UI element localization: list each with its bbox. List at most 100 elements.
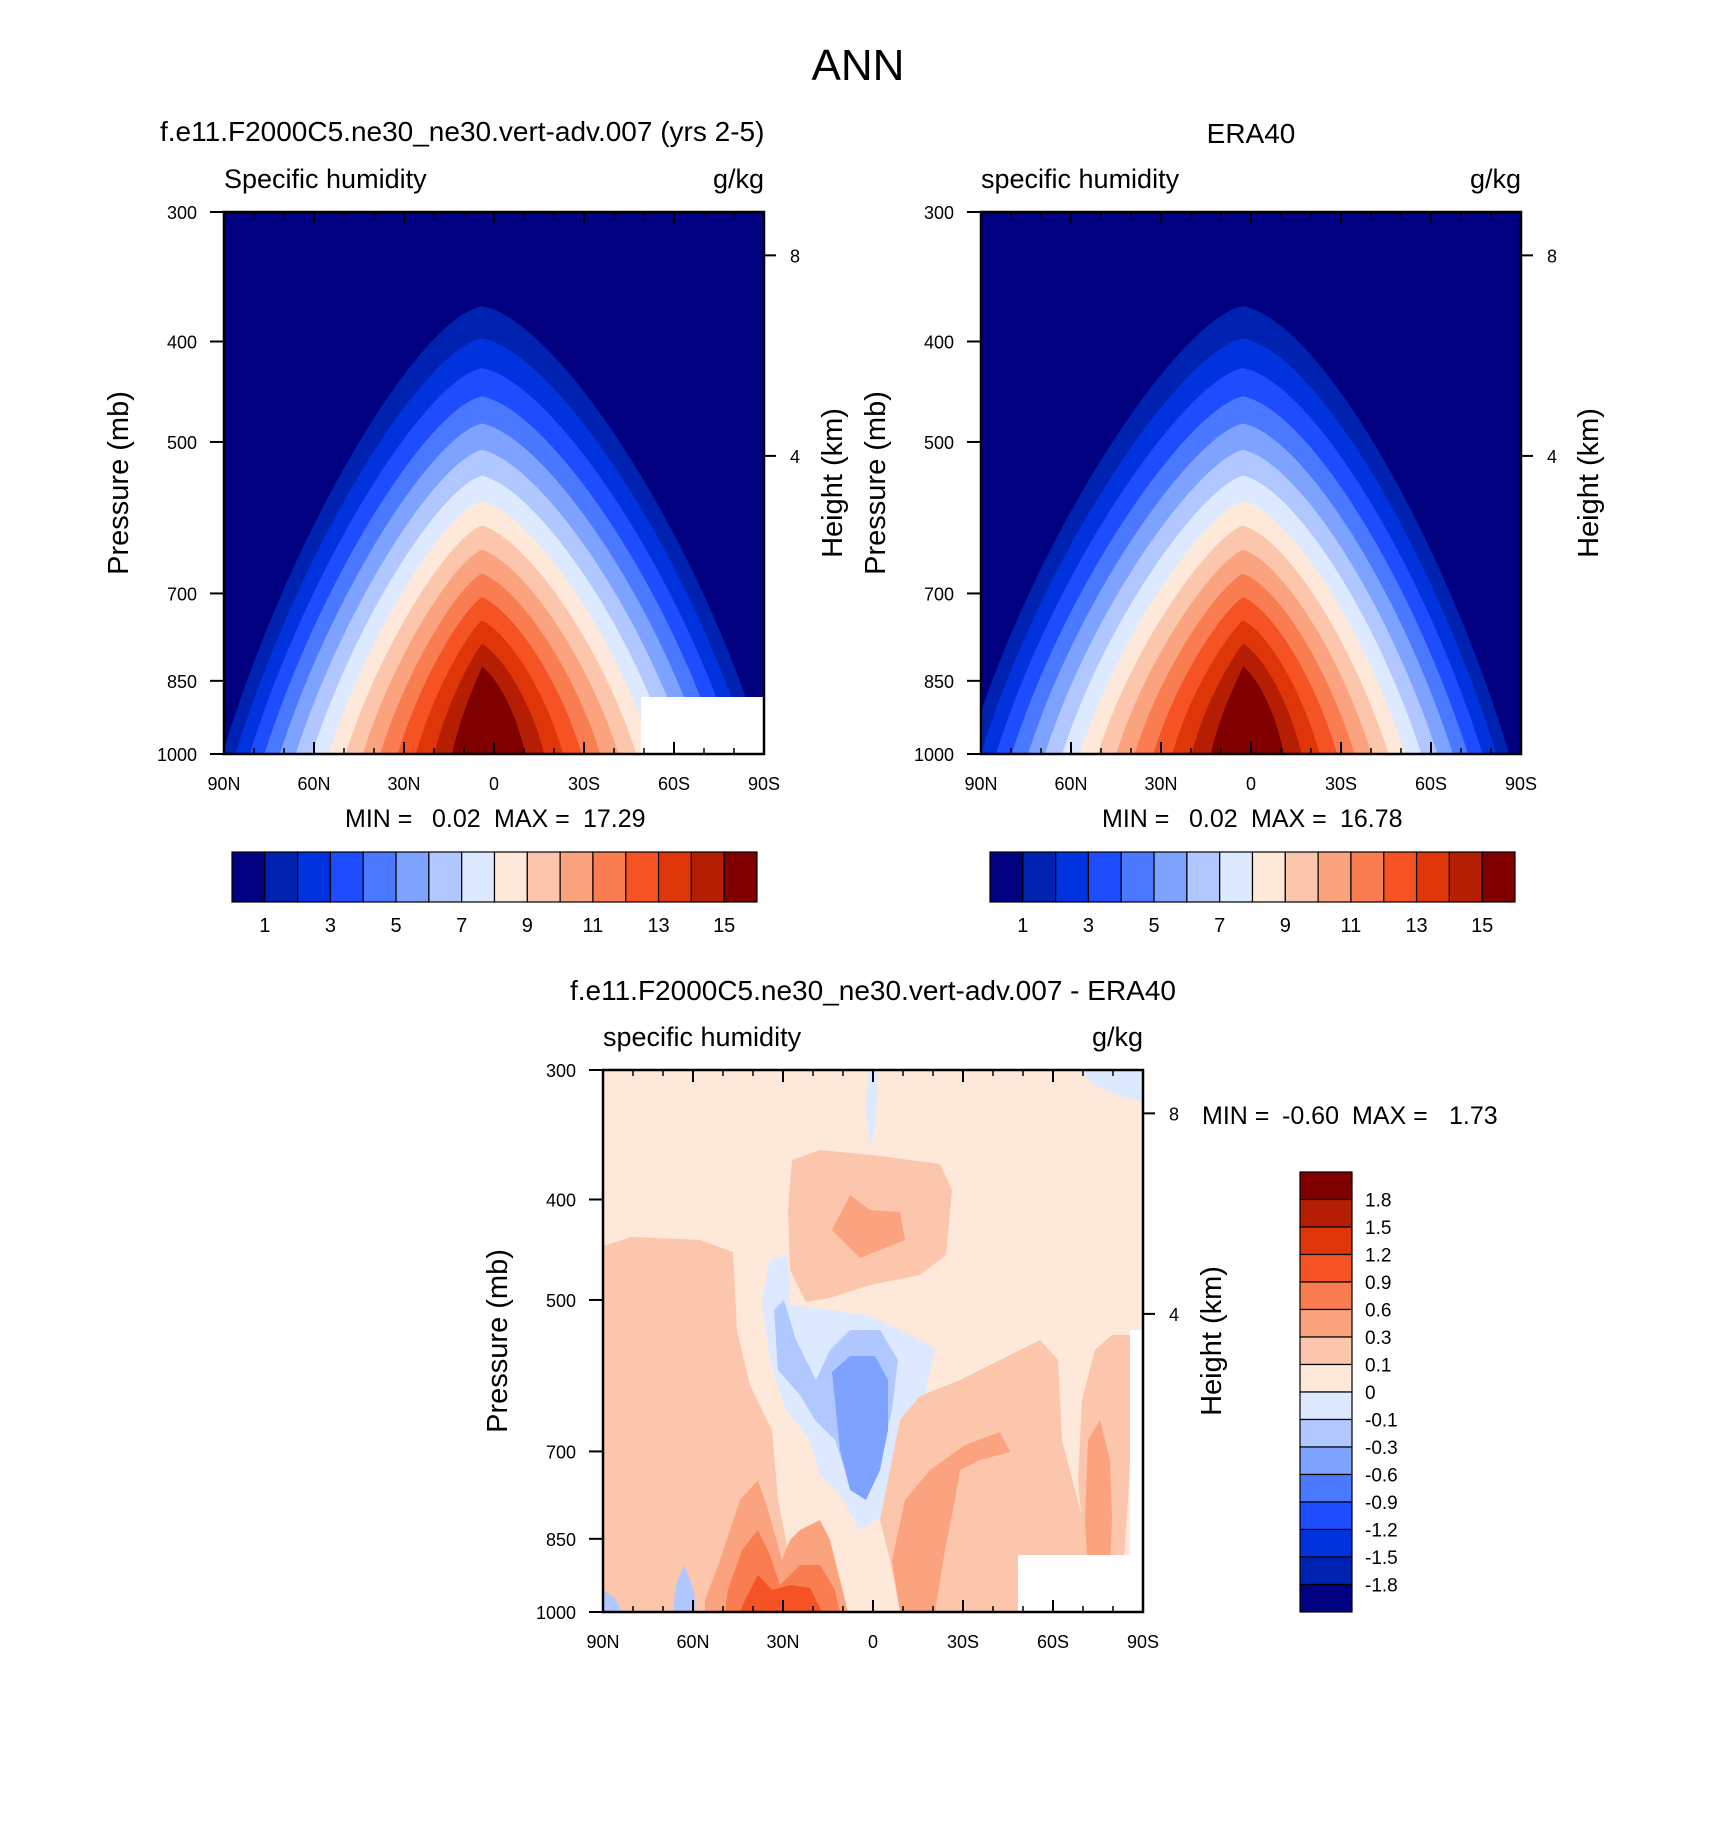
panel-model-colorbar: 1 3 5 7 9 11 13 15 xyxy=(231,851,758,937)
colorbar-box xyxy=(1299,1391,1353,1421)
y-tick-label: 500 xyxy=(167,433,197,453)
diff-negative-core xyxy=(832,1356,888,1500)
x-tick-label: 0 xyxy=(489,774,499,794)
colorbar-box xyxy=(461,851,496,903)
colorbar-box xyxy=(1383,851,1418,903)
colorbar-box xyxy=(1299,1281,1353,1311)
x-tick-label: 90S xyxy=(748,774,780,794)
panel-difference-max-label: MAX = xyxy=(1352,1102,1428,1130)
x-tick-label: 90N xyxy=(964,774,997,794)
panel-difference: f.e11.F2000C5.ne30_ne30.vert-adv.007 - E… xyxy=(482,975,1498,1652)
x-tick-label: 60N xyxy=(1054,774,1087,794)
x-tick-label: 30S xyxy=(1325,774,1357,794)
colorbar-label: 9 xyxy=(522,915,533,937)
diff-positive-surface-core xyxy=(740,1575,822,1612)
height-tick-label: 8 xyxy=(1547,246,1557,266)
panel-model-min-label: MIN = xyxy=(345,805,412,833)
colorbar-box xyxy=(297,851,332,903)
colorbar-box xyxy=(493,851,528,903)
colorbar-box xyxy=(1481,851,1516,903)
panel-model-ylabel: Pressure (mb) xyxy=(103,391,135,575)
panel-era40-contours xyxy=(981,212,1521,754)
y-tick-label: 1000 xyxy=(536,1603,576,1623)
x-tick-label: 60S xyxy=(658,774,690,794)
panel-difference-missing-topography xyxy=(1018,1555,1143,1612)
colorbar-label: 7 xyxy=(456,915,467,937)
colorbar-box xyxy=(1448,851,1483,903)
colorbar-box xyxy=(1299,1528,1353,1558)
x-tick-label: 90S xyxy=(1127,1632,1159,1652)
y-tick-label: 400 xyxy=(546,1191,576,1211)
colorbar-label: -1.8 xyxy=(1365,1576,1398,1597)
colorbar-label: 15 xyxy=(1471,915,1493,937)
x-tick-label: 90N xyxy=(586,1632,619,1652)
panel-difference-min-value: -0.60 xyxy=(1282,1102,1339,1130)
height-tick-label: 4 xyxy=(1547,447,1557,467)
height-tick-label: 8 xyxy=(1169,1104,1179,1124)
x-tick-label: 60N xyxy=(676,1632,709,1652)
panel-era40-axes: 90N 60N 30N 0 30S 60S 90S 300 400 500 700 850 1000 8 4 xyxy=(914,203,1557,794)
panel-model-ylabel-right: Height (km) xyxy=(817,408,849,558)
contour-band xyxy=(452,666,526,754)
diff-small-negative-top xyxy=(866,1070,878,1150)
colorbar-box xyxy=(723,851,758,903)
colorbar-label: -0.6 xyxy=(1365,1466,1398,1487)
y-tick-label: 500 xyxy=(546,1291,576,1311)
colorbar-box xyxy=(559,851,594,903)
colorbar-box xyxy=(989,851,1024,903)
panel-difference-ylabel-right: Height (km) xyxy=(1196,1266,1228,1416)
colorbar-box xyxy=(592,851,627,903)
panel-difference-colorbar: 1.8 1.5 1.2 0.9 0.6 0.3 0.1 0 -0.1 -0.3 -0.6 -0.9 -1… xyxy=(1299,1171,1398,1613)
x-tick-label: 90N xyxy=(207,774,240,794)
diff-small-negative-corner xyxy=(603,1590,622,1612)
x-tick-label: 30S xyxy=(568,774,600,794)
colorbar-box xyxy=(1299,1308,1353,1338)
panel-model-missing-topography xyxy=(641,697,764,754)
x-tick-label: 90S xyxy=(1505,774,1537,794)
colorbar-box xyxy=(395,851,430,903)
y-tick-label: 500 xyxy=(924,433,954,453)
panel-model-max-value: 17.29 xyxy=(583,805,646,833)
colorbar-box xyxy=(690,851,725,903)
colorbar-box xyxy=(1299,1253,1353,1283)
panel-era40-ylabel-right: Height (km) xyxy=(1573,408,1605,558)
colorbar-label: 1.2 xyxy=(1365,1246,1391,1267)
colorbar-box xyxy=(1299,1556,1353,1586)
diff-small-negative-corner-top xyxy=(1080,1070,1143,1102)
panel-difference-title: f.e11.F2000C5.ne30_ne30.vert-adv.007 - E… xyxy=(570,975,1176,1006)
colorbar-label: 3 xyxy=(325,915,336,937)
diff-positive-right-core xyxy=(892,1432,1010,1612)
colorbar-label: 7 xyxy=(1214,915,1225,937)
colorbar-box xyxy=(1055,851,1090,903)
x-tick-label: 30N xyxy=(1144,774,1177,794)
panel-model-title: f.e11.F2000C5.ne30_ne30.vert-adv.007 (yr… xyxy=(160,116,764,147)
colorbar-label: -0.3 xyxy=(1365,1438,1398,1459)
colorbar-label: 5 xyxy=(1149,915,1160,937)
y-tick-label: 700 xyxy=(546,1442,576,1462)
panel-model: f.e11.F2000C5.ne30_ne30.vert-adv.007 (yr… xyxy=(103,116,849,937)
colorbar-box xyxy=(1415,851,1450,903)
colorbar-box xyxy=(1299,1336,1353,1366)
diff-positive-upper-core xyxy=(832,1195,905,1258)
colorbar-box xyxy=(1299,1198,1353,1228)
y-tick-label: 400 xyxy=(924,333,954,353)
colorbar-box xyxy=(1153,851,1188,903)
colorbar-label: 0.3 xyxy=(1365,1328,1391,1349)
y-tick-label: 400 xyxy=(167,333,197,353)
y-tick-label: 300 xyxy=(924,203,954,223)
colorbar-box xyxy=(1251,851,1286,903)
height-tick-label: 4 xyxy=(1169,1305,1179,1325)
height-tick-label: 8 xyxy=(790,246,800,266)
x-tick-label: 0 xyxy=(1246,774,1256,794)
panel-era40-colorbar: 1 3 5 7 9 11 13 15 xyxy=(989,851,1516,937)
panel-difference-variable-label: specific humidity xyxy=(603,1022,802,1052)
y-tick-label: 300 xyxy=(546,1061,576,1081)
colorbar-label: 0.6 xyxy=(1365,1301,1391,1322)
panel-era40-min-value: 0.02 xyxy=(1189,805,1238,833)
colorbar-box xyxy=(657,851,692,903)
colorbar-box xyxy=(1087,851,1122,903)
colorbar-label: 15 xyxy=(713,915,735,937)
colorbar-label: 1.5 xyxy=(1365,1218,1391,1239)
colorbar-box xyxy=(1299,1446,1353,1476)
